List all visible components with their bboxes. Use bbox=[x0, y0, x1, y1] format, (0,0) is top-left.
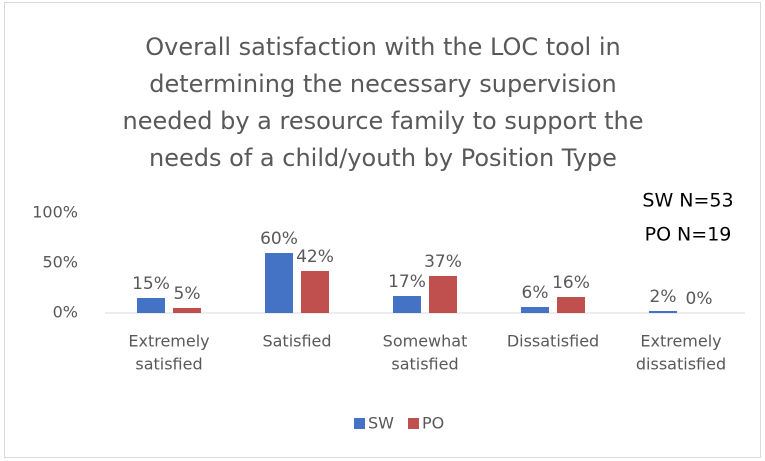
bar bbox=[301, 271, 329, 313]
x-tick-label: Dissatisfied bbox=[507, 332, 599, 351]
x-tick-label: satisfied bbox=[391, 355, 458, 374]
bar bbox=[557, 297, 585, 313]
x-tick-label: Somewhat bbox=[383, 332, 468, 351]
annotation: SW N=53 bbox=[642, 190, 733, 212]
data-label: 0% bbox=[686, 289, 713, 309]
data-label: 60% bbox=[260, 229, 298, 249]
data-label: 2% bbox=[650, 287, 677, 307]
data-label: 16% bbox=[552, 273, 590, 293]
y-tick-label: 100% bbox=[32, 203, 78, 222]
data-label: 6% bbox=[522, 283, 549, 303]
bar bbox=[265, 253, 293, 313]
x-tick-label: satisfied bbox=[135, 355, 202, 374]
bar bbox=[649, 311, 677, 313]
data-label: 37% bbox=[424, 252, 462, 272]
y-tick-label: 50% bbox=[42, 253, 78, 272]
bar bbox=[429, 276, 457, 313]
chart-title: determining the necessary supervision bbox=[149, 70, 617, 98]
data-label: 17% bbox=[388, 272, 426, 292]
bar bbox=[393, 296, 421, 313]
chart-title: needed by a resource family to support t… bbox=[122, 107, 643, 135]
legend-label: SW bbox=[368, 414, 394, 433]
bar bbox=[137, 298, 165, 313]
data-label: 15% bbox=[132, 274, 170, 294]
legend-label: PO bbox=[422, 414, 444, 433]
chart-title: Overall satisfaction with the LOC tool i… bbox=[145, 33, 620, 61]
annotation: PO N=19 bbox=[645, 224, 732, 246]
bar bbox=[521, 307, 549, 313]
x-tick-label: Extremely bbox=[640, 332, 721, 351]
legend-swatch bbox=[407, 418, 419, 429]
x-tick-label: Extremely bbox=[128, 332, 209, 351]
x-tick-label: Satisfied bbox=[262, 332, 331, 351]
bar bbox=[173, 308, 201, 313]
data-label: 42% bbox=[296, 247, 334, 267]
data-label: 5% bbox=[174, 284, 201, 304]
legend-swatch bbox=[354, 418, 365, 429]
x-tick-label: dissatisfied bbox=[636, 355, 726, 374]
chart-frame bbox=[4, 2, 761, 458]
y-tick-label: 0% bbox=[53, 303, 78, 322]
chart-title: needs of a child/youth by Position Type bbox=[149, 144, 617, 172]
